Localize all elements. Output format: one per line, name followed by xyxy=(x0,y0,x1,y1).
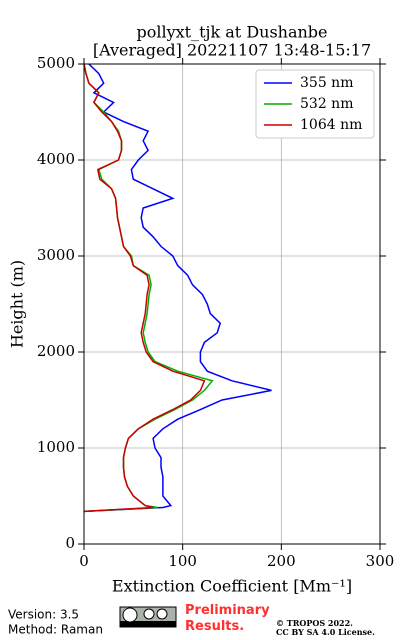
x-tick-label: 200 xyxy=(267,552,296,570)
chart-subtitle: [Averaged] 20221107 13:48-15:17 xyxy=(93,41,371,60)
status-text: Preliminary xyxy=(185,603,270,618)
y-tick-label: 3000 xyxy=(37,246,75,264)
x-tick-label: 100 xyxy=(168,552,197,570)
y-tick-label: 5000 xyxy=(37,54,75,72)
legend-label: 355 nm xyxy=(300,75,353,91)
y-tick-label: 0 xyxy=(65,534,75,552)
y-tick-label: 4000 xyxy=(37,150,75,168)
version: Version: 3.5 xyxy=(8,608,79,622)
x-tick-label: 0 xyxy=(79,552,89,570)
chart-title: pollyxt_tjk at Dushanbe xyxy=(136,23,327,42)
legend-label: 1064 nm xyxy=(300,117,362,133)
x-axis-label: Extinction Coefficient [Mm⁻¹] xyxy=(112,577,352,596)
method: Method: Raman xyxy=(8,623,103,637)
legend-label: 532 nm xyxy=(300,96,353,112)
y-tick-label: 2000 xyxy=(37,342,75,360)
copyright: © TROPOS 2022. xyxy=(276,618,353,628)
license: CC BY SA 4.0 License. xyxy=(276,627,375,637)
data-line xyxy=(83,63,206,513)
legend-box xyxy=(255,69,375,139)
cc-badge xyxy=(119,606,177,628)
y-axis-label: Height (m) xyxy=(8,260,27,348)
status: Preliminary Results. xyxy=(185,603,270,634)
y-tick-label: 1000 xyxy=(37,438,75,456)
data-line xyxy=(83,63,272,513)
plot-frame xyxy=(83,63,381,545)
status-text-2: Results. xyxy=(185,619,244,634)
x-tick-label: 300 xyxy=(366,552,395,570)
